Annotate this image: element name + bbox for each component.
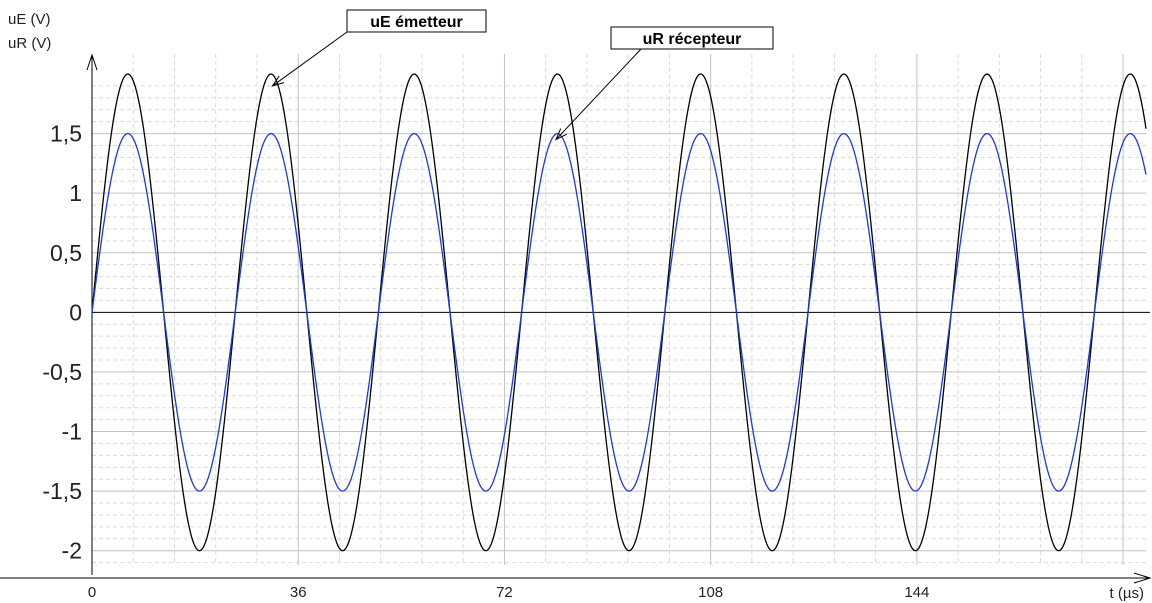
callouts: uE émetteur uR récepteur — [271, 9, 774, 141]
callout-box — [610, 26, 774, 50]
y-tick-label: -1 — [62, 419, 82, 445]
y-axis-arrow — [86, 53, 98, 71]
callout-box — [346, 9, 487, 33]
x-axis-arrow — [1133, 572, 1152, 584]
x-tick-label: 72 — [496, 584, 513, 601]
y-tick-label: -0,5 — [42, 359, 82, 385]
series-group — [91, 73, 1147, 552]
y-axis-title: uE (V) — [8, 11, 51, 28]
axes — [0, 53, 1152, 584]
y-tick-label: -1,5 — [42, 478, 82, 504]
callout-label: uR récepteur — [643, 31, 742, 48]
tick-labels: 1,5 1 0,5 0 -0,5 -1 -1,5 -2 0 36 72 108 144 — [42, 121, 929, 601]
x-tick-label: 144 — [904, 584, 929, 601]
callout-arrowhead — [554, 128, 567, 141]
callout-leader — [272, 31, 348, 87]
y-axis-title: uR (V) — [8, 35, 51, 52]
callout-label: uE émetteur — [370, 14, 462, 31]
x-axis-title: t (µs) — [1110, 585, 1144, 602]
x-tick-label: 36 — [290, 584, 307, 601]
callout-ue: uE émetteur — [271, 9, 487, 87]
y-tick-label: -2 — [62, 538, 82, 564]
callout-leader — [555, 48, 642, 140]
series-line-ue — [91, 73, 1147, 552]
callout-arrowhead — [271, 75, 285, 87]
y-tick-label: 1,5 — [50, 121, 82, 147]
y-tick-label: 0 — [69, 299, 82, 325]
y-tick-label: 1 — [69, 180, 82, 206]
callout-ur: uR récepteur — [554, 26, 774, 141]
grid — [92, 54, 1146, 565]
series-line-ur — [91, 132, 1147, 492]
axis-titles: uE (V) uR (V) t (µs) — [8, 11, 1144, 602]
y-tick-label: 0,5 — [50, 240, 82, 266]
x-tick-label: 108 — [698, 584, 723, 601]
x-tick-label: 0 — [88, 584, 96, 601]
